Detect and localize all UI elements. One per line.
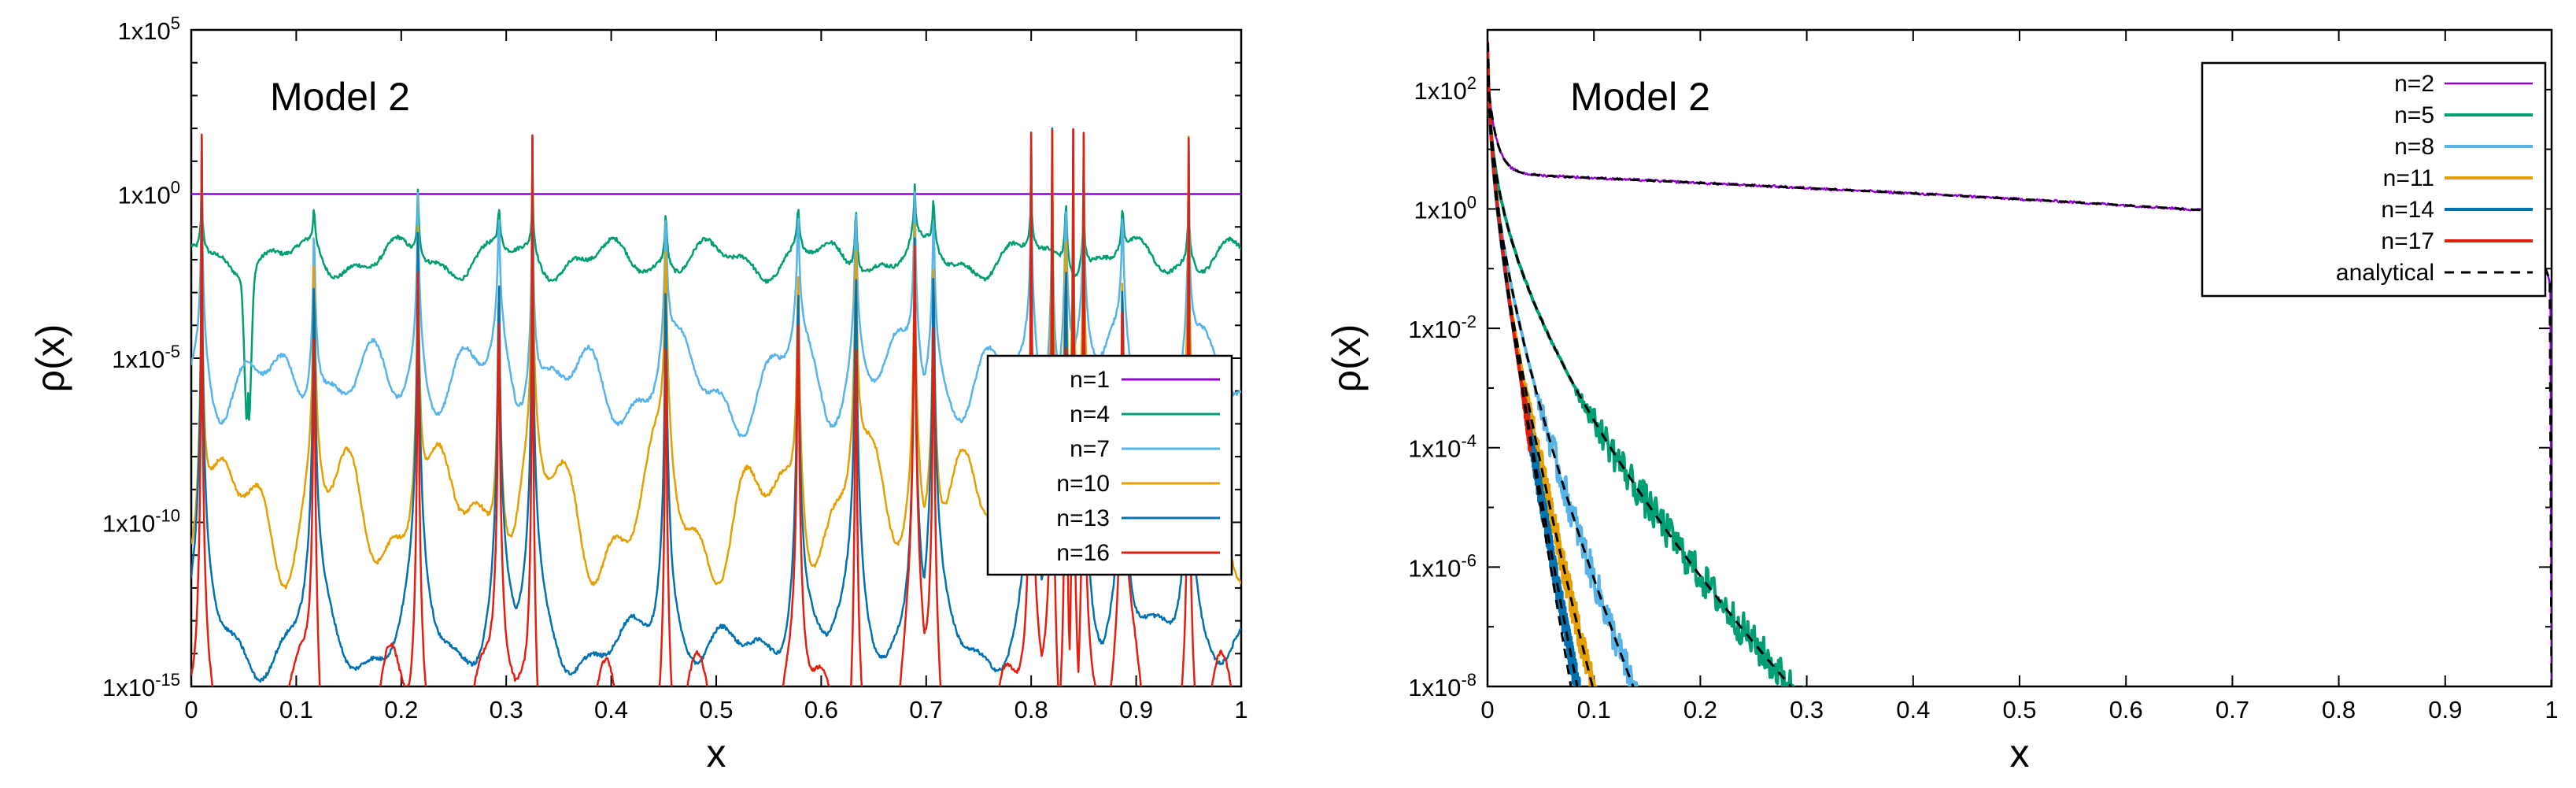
legend-label: n=14 xyxy=(2381,197,2434,223)
x-axis-label: x xyxy=(2010,731,2030,775)
y-tick-exponent: -10 xyxy=(155,506,180,526)
x-tick-label: 0.2 xyxy=(1683,696,1717,723)
x-tick-label: 0.4 xyxy=(594,696,628,723)
y-tick-label: 1x10-10 xyxy=(102,506,180,538)
legend-box xyxy=(986,354,1233,576)
legend-label: n=2 xyxy=(2394,71,2434,97)
y-tick-label: 1x10-8 xyxy=(1408,670,1476,701)
legend-label: n=17 xyxy=(2381,228,2434,254)
x-tick-label: 0.1 xyxy=(1577,696,1611,723)
x-tick-label: 0.4 xyxy=(1896,696,1930,723)
series-line-n=11 xyxy=(1488,43,1598,686)
x-tick-label: 0.2 xyxy=(384,696,418,723)
y-tick-mantissa: 1x10 xyxy=(1408,554,1461,582)
legend: n=1 n=4 n=7 n=10 n=13 n=16 xyxy=(986,354,1233,576)
model-annotation: Model 2 xyxy=(1570,75,1710,119)
y-tick-label: 1x10-5 xyxy=(112,342,180,373)
y-tick-exponent: -5 xyxy=(164,342,180,361)
legend-label: n=11 xyxy=(2383,165,2434,191)
y-tick-label: 1x10-15 xyxy=(102,670,180,701)
x-tick-label: 0.3 xyxy=(1790,696,1824,723)
legend-label: n=8 xyxy=(2394,134,2434,160)
series-line-n=13 xyxy=(191,127,1241,683)
x-tick-label: 0.6 xyxy=(804,696,838,723)
x-tick-label: 1 xyxy=(2545,696,2558,723)
y-tick-exponent: -15 xyxy=(155,670,180,690)
y-tick-label: 1x100 xyxy=(118,178,180,209)
y-tick-exponent: 0 xyxy=(1467,192,1476,212)
x-tick-label: 0.1 xyxy=(279,696,313,723)
x-tick-label: 0.3 xyxy=(490,696,523,723)
x-tick-label: 0.8 xyxy=(1015,696,1048,723)
y-tick-mantissa: 1x10 xyxy=(1414,196,1467,224)
y-tick-mantissa: 1x10 xyxy=(1408,674,1461,701)
y-tick-exponent: -4 xyxy=(1461,431,1476,451)
legend-label: n=10 xyxy=(1056,471,1110,497)
chart-panel-1: 0 0.1 0.2 0.3 0.4 0.5 0.6 0.7 0.8 0.9 11x1051x1001… xyxy=(28,13,1248,775)
plot-area xyxy=(191,127,1241,686)
y-tick-mantissa: 1x10 xyxy=(112,346,164,373)
legend: n=2 n=5 n=8 n=11 n=14 n=17 analytical xyxy=(2201,61,2547,298)
y-tick-mantissa: 1x10 xyxy=(1414,77,1467,105)
legend-label: n=1 xyxy=(1070,367,1110,393)
x-tick-label: 0 xyxy=(1480,696,1494,723)
y-tick-exponent: -6 xyxy=(1461,550,1476,570)
x-tick-label: 0.8 xyxy=(2322,696,2356,723)
x-tick-label: 0.7 xyxy=(909,696,943,723)
legend-label: analytical xyxy=(2336,260,2434,286)
model-annotation: Model 2 xyxy=(270,75,410,119)
series-line-n=16 xyxy=(191,128,1233,686)
y-tick-exponent: 2 xyxy=(1467,73,1476,93)
y-axis-label: ρ(x) xyxy=(1325,324,1369,393)
x-tick-label: 0.9 xyxy=(1119,696,1153,723)
legend-box xyxy=(2201,61,2547,298)
legend-label: n=4 xyxy=(1070,401,1110,427)
x-axis-label: x xyxy=(707,731,726,775)
series-line-n=8 xyxy=(1488,41,1639,686)
series-line-n=5 xyxy=(1488,42,1805,686)
y-tick-exponent: -2 xyxy=(1461,312,1476,331)
x-tick-label: 0.5 xyxy=(699,696,733,723)
y-tick-label: 1x10-4 xyxy=(1408,431,1476,463)
y-tick-mantissa: 1x10 xyxy=(102,510,155,538)
x-tick-label: 0.6 xyxy=(2109,696,2143,723)
y-tick-exponent: -8 xyxy=(1461,670,1476,690)
series-line-n=10 xyxy=(191,127,1241,590)
y-tick-label: 1x10-6 xyxy=(1408,550,1476,582)
y-tick-label: 1x102 xyxy=(1414,73,1476,105)
y-tick-mantissa: 1x10 xyxy=(1408,435,1461,463)
x-tick-label: 0 xyxy=(184,696,198,723)
y-tick-exponent: 5 xyxy=(171,13,180,33)
y-tick-label: 1x100 xyxy=(1414,192,1476,224)
series-line-n=4 xyxy=(191,157,1241,421)
y-tick-label: 1x105 xyxy=(118,13,180,45)
y-axis-label: ρ(x) xyxy=(28,324,72,393)
legend-label: n=13 xyxy=(1056,505,1110,531)
legend-label: n=16 xyxy=(1056,540,1110,566)
x-tick-label: 0.9 xyxy=(2428,696,2462,723)
y-tick-mantissa: 1x10 xyxy=(118,182,171,209)
legend-label: n=7 xyxy=(1070,436,1110,462)
x-tick-label: 0.5 xyxy=(2002,696,2036,723)
y-tick-exponent: 0 xyxy=(171,178,180,198)
legend-label: n=5 xyxy=(2394,102,2434,128)
chart-panel-2: 0 0.1 0.2 0.3 0.4 0.5 0.6 0.7 0.8 0.9 11x1021x1001… xyxy=(1325,28,2559,775)
y-tick-mantissa: 1x10 xyxy=(118,17,171,45)
y-tick-label: 1x10-2 xyxy=(1408,312,1476,343)
y-tick-mantissa: 1x10 xyxy=(1408,316,1461,343)
y-tick-mantissa: 1x10 xyxy=(102,674,155,701)
x-tick-label: 1 xyxy=(1234,696,1247,723)
series-line-n=7 xyxy=(191,133,1241,438)
x-tick-label: 0.7 xyxy=(2216,696,2249,723)
